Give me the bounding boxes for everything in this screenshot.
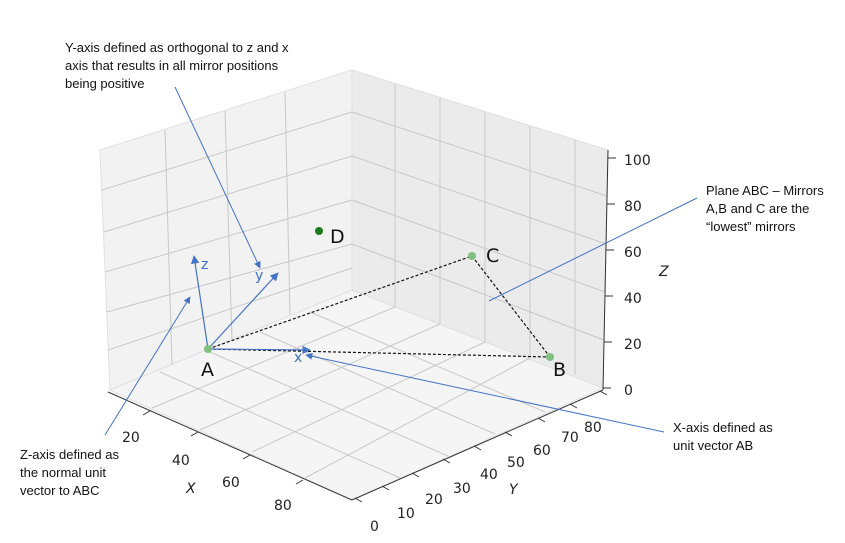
annotation-line: axis that results in all mirror position… (65, 58, 279, 73)
z-tick-label: 0 (624, 383, 633, 399)
point-d (315, 227, 323, 235)
annotation-line: X-axis defined as (673, 420, 773, 435)
x-tick-label: 80 (274, 498, 292, 514)
annotation-line: unit vector AB (673, 438, 754, 453)
z-axis-callout-line (104, 296, 191, 436)
unit-vectors (190, 255, 311, 355)
vector-x-arrow (207, 345, 311, 355)
plane-callout-line (488, 197, 698, 302)
y-tick-label: 20 (425, 492, 443, 508)
y-tick-label: 50 (507, 455, 525, 471)
vector-y-arrow (207, 272, 279, 350)
x-axis-label: X (185, 481, 196, 497)
point-d-label: D (330, 226, 345, 248)
y-tick-label: 40 (480, 467, 498, 483)
y-axis-label: Y (509, 482, 519, 498)
z-tick-label: 80 (624, 199, 642, 215)
annotation-line: “lowest” mirrors (706, 219, 796, 234)
z-tick-label: 20 (624, 337, 642, 353)
point-c-label: C (486, 245, 499, 267)
x-axis-callout-line (305, 352, 665, 433)
point-a (204, 345, 212, 353)
axis-ticks (142, 157, 616, 503)
annotation-line: Z-axis defined as (20, 447, 119, 462)
vector-x-label: x (294, 350, 302, 366)
x-tick-label: 20 (122, 430, 140, 446)
z-tick-label: 40 (624, 291, 642, 307)
y-tick-label: 10 (397, 506, 415, 522)
z-tick-label: 100 (624, 153, 651, 169)
plane-annotation: Plane ABC – Mirrors A,B and C are the “l… (706, 182, 824, 236)
vector-z-label: z (201, 257, 208, 273)
y-tick-label: 80 (584, 420, 602, 436)
y-tick-label: 30 (453, 481, 471, 497)
callout-lines (104, 86, 698, 436)
y-tick-label: 0 (370, 519, 379, 535)
annotation-line: the normal unit (20, 465, 106, 480)
z-tick-label: 60 (624, 245, 642, 261)
point-a-label: A (201, 359, 214, 381)
annotation-line: Y-axis defined as orthogonal to z and x (65, 40, 289, 55)
y-tick-label: 60 (533, 443, 551, 459)
axis-lines (107, 149, 609, 501)
annotation-line: A,B and C are the (706, 201, 810, 216)
y-tick-label: 70 (561, 430, 579, 446)
z-axis-annotation: Z-axis defined as the normal unit vector… (20, 446, 119, 500)
y-axis-callout-line (174, 86, 261, 269)
point-b-label: B (553, 359, 566, 381)
y-axis-annotation: Y-axis defined as orthogonal to z and x … (65, 39, 289, 93)
annotation-line: being positive (65, 76, 145, 91)
annotation-line: vector to ABC (20, 483, 100, 498)
grid (101, 84, 608, 479)
x-tick-label: 40 (172, 453, 190, 469)
point-c (468, 252, 476, 260)
z-axis-label: Z (658, 264, 669, 280)
annotation-line: Plane ABC – Mirrors (706, 183, 824, 198)
x-tick-label: 60 (222, 475, 240, 491)
point-b (546, 353, 554, 361)
vector-y-label: y (255, 268, 263, 284)
plane-abc-triangle (207, 255, 551, 358)
vector-z-arrow (190, 255, 209, 350)
x-axis-annotation: X-axis defined as unit vector AB (673, 419, 773, 455)
